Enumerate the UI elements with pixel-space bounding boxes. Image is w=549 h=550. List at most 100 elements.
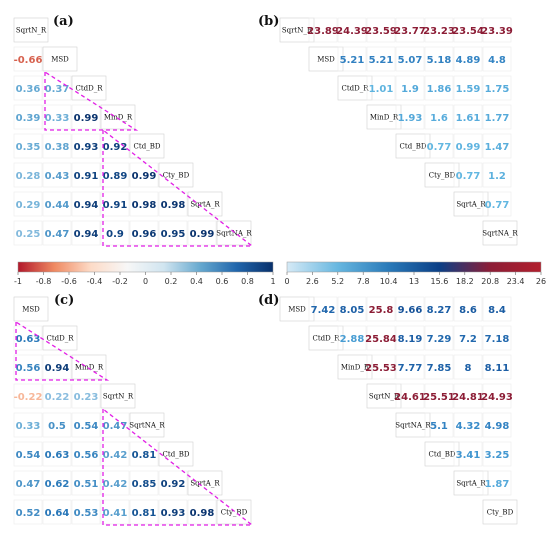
matrix-value: 23.89 [307, 26, 339, 37]
matrix-value: 0.89 [103, 171, 128, 182]
diagonal-label-box [453, 191, 489, 217]
diagonal-label-box [129, 412, 165, 438]
matrix-value: 0.51 [74, 479, 99, 490]
variable-label: CtdD_R [75, 85, 103, 93]
matrix-cell [424, 296, 454, 322]
colorbar-left-tick-label: -1 [14, 277, 22, 286]
matrix-value: 1.86 [427, 84, 452, 95]
variable-label: MinD_R [341, 364, 370, 372]
matrix-value: 0.81 [132, 508, 157, 519]
diagonal-label-box [187, 191, 223, 217]
matrix-cell [100, 220, 130, 246]
matrix-cell [453, 325, 483, 351]
matrix-cell [71, 499, 101, 525]
colorbar-left-tick-label: 1 [270, 277, 275, 286]
colorbar-left-tick-label: 0.6 [216, 277, 229, 286]
matrix-cell [129, 220, 159, 246]
matrix-value: 0.64 [45, 508, 70, 519]
matrix-cell [71, 133, 101, 159]
matrix-cell [453, 17, 483, 43]
matrix-cell [13, 46, 43, 72]
diagonal-label-box [453, 470, 489, 496]
matrix-cell [187, 499, 217, 525]
variable-label: Cty_BD [221, 509, 248, 517]
matrix-value: 0.95 [161, 229, 186, 240]
matrix-cell [158, 191, 188, 217]
matrix-cell [453, 412, 483, 438]
matrix-cell [482, 470, 512, 496]
matrix-value: 0.29 [16, 200, 41, 211]
variable-label: MinD_R [75, 364, 104, 372]
matrix-value: 0.52 [16, 508, 41, 519]
colorbar-right-tick-label: 7.8 [357, 277, 370, 286]
matrix-value: 25.8 [369, 305, 394, 316]
matrix-value: 5.18 [427, 55, 452, 66]
matrix-value: 8 [465, 363, 472, 374]
matrix-value: 0.37 [45, 84, 70, 95]
matrix-value: 23.77 [394, 26, 426, 37]
diagonal-label-box [71, 75, 107, 101]
variable-label: MSD [317, 56, 335, 64]
panel-a-correlation-matrix: SqrtN_R MSD CtdD_R MinD_R Ctd_BD Cty_BD SqrtA_… [13, 17, 254, 247]
matrix-value: 0.38 [45, 142, 70, 153]
variable-label: CtdD_R [341, 85, 369, 93]
matrix-cell [13, 162, 43, 188]
matrix-cell [42, 470, 72, 496]
colorbar-left-tick-label: 0.4 [190, 277, 203, 286]
colorbar-right: 0 2.6 5.2 7.8 10.4 13 15.6 18.2 20.8 23.4 26 [284, 261, 546, 286]
panel-d-distance-matrix: MSD CtdD_R MinD_R SqrtN_R SqrtNA_R Ctd_BD Sqrt… [279, 296, 518, 525]
variable-label: MinD_R [104, 114, 133, 122]
matrix-value: 25.53 [365, 363, 397, 374]
colorbar-left-tick-label: -0.8 [36, 277, 52, 286]
matrix-cell [13, 75, 43, 101]
matrix-cell [100, 162, 130, 188]
matrix-value: 0.92 [103, 142, 128, 153]
matrix-value: 0.85 [132, 479, 157, 490]
matrix-value: 0.99 [190, 229, 215, 240]
variable-label: Ctd_BD [134, 143, 161, 151]
matrix-cell [71, 104, 101, 130]
diagonal-label-box [279, 296, 315, 322]
matrix-cell [424, 412, 454, 438]
matrix-cell [158, 499, 188, 525]
matrix-value: 7.85 [427, 363, 452, 374]
matrix-value: 1.9 [401, 84, 419, 95]
matrix-cell [308, 296, 338, 322]
matrix-cell [13, 220, 43, 246]
matrix-cell [482, 75, 512, 101]
matrix-value: 7.18 [485, 334, 510, 345]
variable-label: SqrtA_R [190, 201, 220, 209]
matrix-value: 25.51 [423, 392, 455, 403]
matrix-value: 0.53 [74, 508, 99, 519]
matrix-cell [13, 383, 43, 409]
matrix-cell [395, 104, 425, 130]
matrix-value: 25.84 [365, 334, 397, 345]
diagonal-label-box [395, 133, 431, 159]
matrix-value: 7.77 [398, 363, 423, 374]
matrix-value: 0.43 [45, 171, 70, 182]
diagonal-label-box [337, 75, 373, 101]
matrix-cell [129, 470, 159, 496]
variable-label: SqrtNA_R [216, 230, 252, 238]
matrix-value: 0.63 [16, 334, 41, 345]
matrix-value: 0.54 [74, 421, 99, 432]
colorbar-left-gradient [17, 261, 274, 273]
matrix-cell [308, 17, 338, 43]
matrix-cell [42, 191, 72, 217]
diagonal-label-box [158, 441, 194, 467]
matrix-cell [453, 296, 483, 322]
diagonal-label-box [187, 470, 223, 496]
matrix-value: 23.59 [365, 26, 397, 37]
cluster-outline [102, 407, 254, 526]
colorbar-right-tick-label: 2.6 [306, 277, 319, 286]
matrix-cell [42, 441, 72, 467]
matrix-cell [337, 296, 367, 322]
variable-label: CtdD_R [312, 335, 340, 343]
diagonal-label-box [395, 412, 431, 438]
matrix-cell [129, 162, 159, 188]
colorbar-left-tick-label: -0.6 [61, 277, 77, 286]
variable-label: SqrtNA_R [129, 422, 165, 430]
cluster-outline [44, 70, 139, 131]
variable-label: Cty_BD [163, 172, 190, 180]
matrix-cell [482, 412, 512, 438]
